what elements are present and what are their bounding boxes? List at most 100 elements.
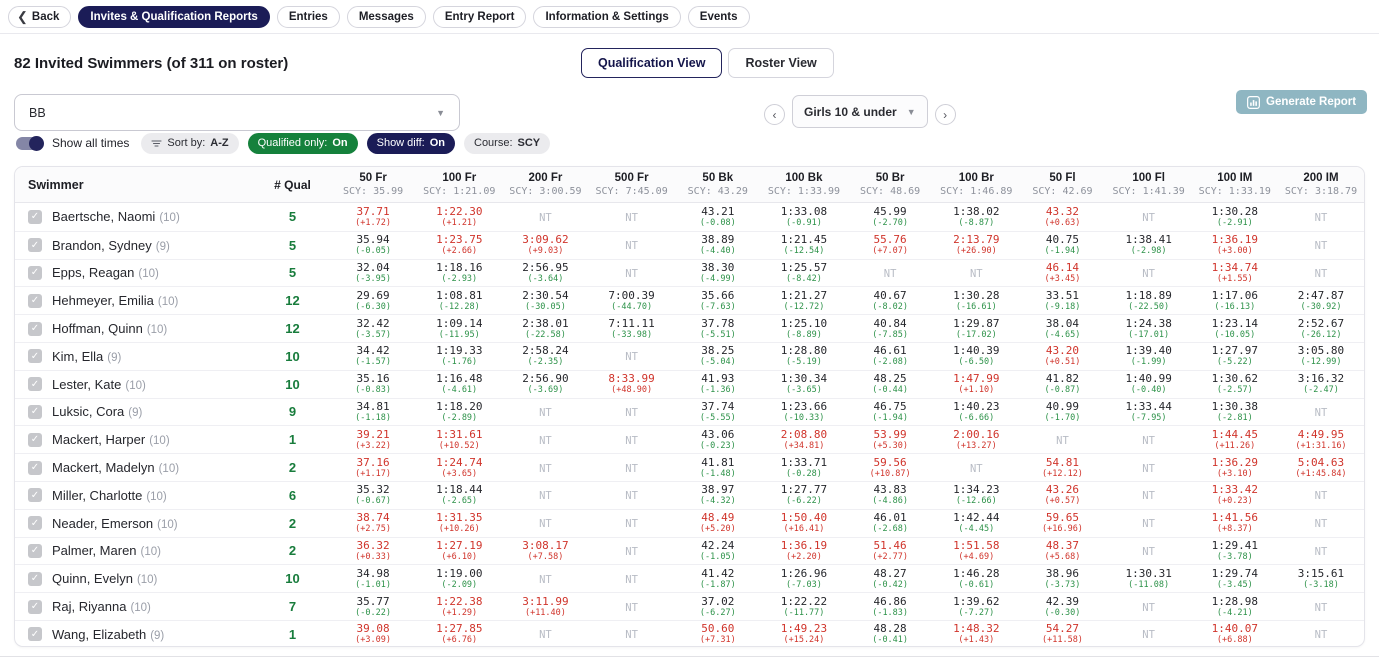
time-value-group: 1:40.07 (+6.88)	[1192, 623, 1278, 645]
row-checkbox[interactable]: ✓	[28, 209, 42, 224]
time-diff: (-2.57)	[1216, 385, 1253, 396]
row-checkbox[interactable]: ✓	[28, 543, 42, 558]
swimmer-name: Epps, Reagan (10)	[52, 265, 159, 281]
time-cell: 1:19.00 (-2.09)	[416, 567, 502, 590]
course-label: Course:	[474, 137, 513, 149]
nav-tab-3[interactable]: Entry Report	[432, 5, 527, 28]
qual-count: 2	[288, 460, 297, 476]
time-diff: (-5.19)	[786, 357, 822, 368]
time-cell: NT	[1278, 514, 1364, 532]
time-cell: NT	[1106, 208, 1192, 226]
time-cell: 40.67 (-8.02)	[847, 289, 933, 312]
time-value-group: 1:38.41 (-2.98)	[1106, 234, 1192, 256]
time-cell: 1:21.45 (-12.54)	[761, 234, 847, 256]
row-checkbox[interactable]: ✓	[28, 404, 42, 419]
row-checkbox[interactable]: ✓	[28, 571, 42, 586]
show-all-times-label: Show all times	[52, 136, 130, 150]
time-value: 46.14	[1045, 260, 1080, 274]
time-cell: 2:00.16 (+13.27)	[933, 427, 1019, 451]
back-button[interactable]: ❮ Back	[8, 5, 72, 28]
time-diff: (-16.61)	[955, 301, 997, 312]
row-checkbox[interactable]: ✓	[28, 460, 42, 475]
row-checkbox[interactable]: ✓	[28, 516, 42, 531]
time-cell: 48.25 (-0.44)	[847, 373, 933, 395]
qual-count: 5	[288, 209, 297, 225]
row-checkbox[interactable]: ✓	[28, 627, 42, 642]
row-checkbox[interactable]: ✓	[28, 377, 42, 392]
time-cell: NT	[502, 486, 588, 504]
time-value: 1:21.27	[780, 288, 828, 302]
row-checkbox[interactable]: ✓	[28, 488, 42, 503]
row-checkbox[interactable]: ✓	[28, 599, 42, 614]
chevron-down-icon: ▼	[906, 106, 916, 117]
time-cell: 2:13.79 (+26.90)	[933, 234, 1019, 256]
time-diff: (+4.69)	[958, 551, 995, 562]
time-diff: (-2.93)	[441, 273, 478, 284]
time-cell: 37.78 (-5.51)	[675, 317, 761, 340]
no-time-value: NT	[539, 573, 552, 586]
time-cell: NT	[1106, 625, 1192, 643]
generate-report-button[interactable]: Generate Report	[1236, 90, 1368, 114]
nav-tab-2[interactable]: Messages	[346, 5, 426, 28]
previous-group-button[interactable]: ‹	[764, 104, 785, 125]
time-value: 1:39.62	[953, 594, 1000, 608]
event-standard: SCY: 1:33.99	[767, 185, 841, 197]
swimmer-cell: ✓ Kim, Ella (9)	[15, 349, 255, 364]
time-cell: 43.20 (+0.51)	[1019, 345, 1105, 367]
time-value: 1:34.23	[953, 483, 1000, 497]
swimmer-cell: ✓ Quinn, Evelyn (10)	[15, 571, 255, 586]
course-chip[interactable]: Course: SCY	[464, 132, 551, 154]
nav-tab-0[interactable]: Invites & Qualification Reports	[78, 5, 270, 28]
horizontal-scrollbar[interactable]	[0, 656, 1379, 657]
time-value: 1:27.77	[780, 483, 828, 497]
qualified-only-chip[interactable]: Qualified only: On	[247, 132, 358, 154]
time-diff: (+10.26)	[438, 524, 480, 535]
nav-tab-5[interactable]: Events	[687, 5, 750, 28]
time-value: 1:30.31	[1125, 566, 1172, 580]
time-value: 1:23.14	[1211, 316, 1258, 330]
time-value: 37.71	[356, 204, 390, 218]
time-value: 7:11.11	[608, 316, 655, 330]
time-value: 33.51	[1045, 288, 1080, 302]
time-value-group: 5:04.63 (+1:45.84)	[1278, 456, 1364, 479]
standard-select[interactable]: BB ▼	[14, 94, 460, 131]
time-diff: (+15.24)	[783, 635, 825, 646]
time-value: 1:33.42	[1211, 483, 1258, 497]
row-checkbox[interactable]: ✓	[28, 238, 42, 253]
swimmer-age: (10)	[149, 435, 170, 448]
time-value: 48.25	[873, 372, 907, 386]
view-button-0[interactable]: Qualification View	[581, 48, 723, 78]
time-diff: (-3.78)	[1216, 551, 1253, 562]
nav-tab-1[interactable]: Entries	[276, 5, 340, 28]
time-diff: (+0.57)	[1044, 496, 1081, 507]
row-checkbox[interactable]: ✓	[28, 349, 42, 364]
time-cell: 1:18.16 (-2.93)	[416, 261, 502, 284]
time-value: 48.28	[873, 622, 907, 636]
time-diff: (+7.31)	[699, 635, 736, 646]
show-diff-chip[interactable]: Show diff: On	[366, 132, 455, 154]
time-value: 2:00.16	[953, 427, 1000, 441]
row-checkbox[interactable]: ✓	[28, 432, 42, 447]
row-checkbox[interactable]: ✓	[28, 321, 42, 336]
time-value-group: 42.39 (-0.30)	[1019, 595, 1105, 618]
next-group-button[interactable]: ›	[934, 104, 956, 125]
group-select[interactable]: Girls 10 & under ▼	[792, 95, 928, 128]
time-value: 1:29.74	[1211, 566, 1258, 580]
time-cell: 1:30.62 (-2.57)	[1192, 373, 1278, 395]
time-cell: 1:36.19 (+2.20)	[761, 539, 847, 562]
row-checkbox[interactable]: ✓	[28, 265, 42, 280]
time-value-group: 3:08.17 (+7.58)	[502, 539, 588, 562]
nav-tab-4[interactable]: Information & Settings	[533, 5, 681, 28]
time-cell: 1:29.74 (-3.45)	[1192, 566, 1278, 590]
sort-by-chip[interactable]: Sort by: A-Z	[141, 132, 239, 154]
show-all-times-toggle[interactable]	[16, 135, 44, 151]
time-diff: (-0.23)	[699, 440, 736, 451]
event-column-header: 200 Fr SCY: 3:00.59	[502, 172, 588, 198]
time-cell: 2:30.54 (-30.05)	[502, 289, 588, 312]
time-value: 59.65	[1045, 511, 1080, 525]
time-diff: (-22.58)	[524, 329, 566, 340]
qualification-table: Swimmer # Qual 50 Fr SCY: 35.99 100 Fr SCY:…	[14, 166, 1365, 647]
view-button-1[interactable]: Roster View	[728, 48, 834, 78]
row-checkbox[interactable]: ✓	[28, 293, 42, 308]
time-cell: NT	[589, 459, 675, 477]
